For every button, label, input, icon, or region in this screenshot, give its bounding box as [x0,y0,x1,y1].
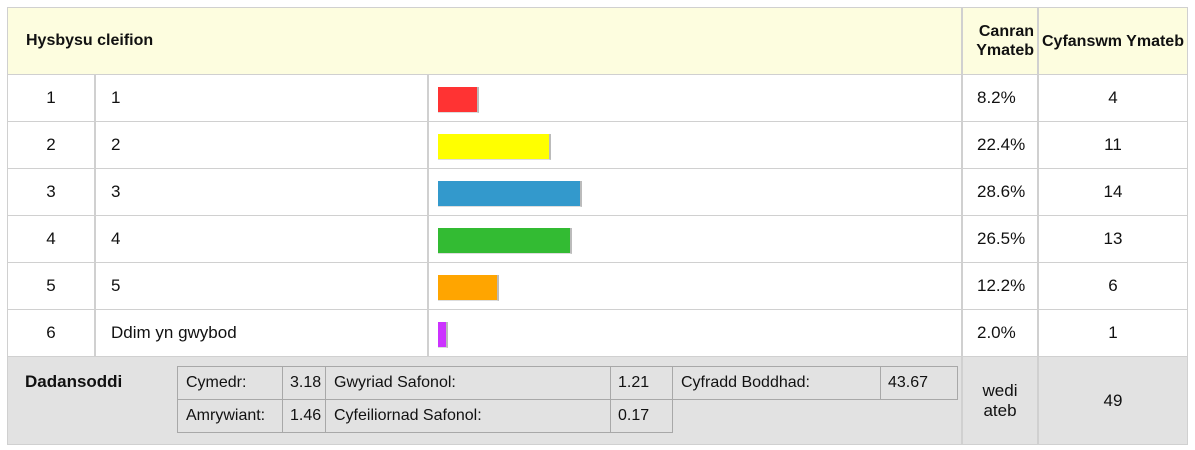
stat-label: Cyfradd Boddhad: [672,366,881,400]
row-percent: 28.6% [962,168,1038,216]
row-index: 3 [7,168,95,216]
row-percent: 26.5% [962,215,1038,263]
bar [438,134,551,160]
bar [438,275,500,301]
stat-value: 1.46 [282,399,326,433]
stat-value: 3.18 [282,366,326,400]
stat-value: 0.17 [610,399,673,433]
row-label: 3 [95,168,428,216]
row-label: Ddim yn gwybod [95,309,428,357]
bar [438,228,572,254]
stat-value: 1.21 [610,366,673,400]
row-count: 6 [1038,262,1188,310]
row-index: 4 [7,215,95,263]
answered: 49 [1038,356,1188,445]
answered-label: wedi ateb [962,356,1038,445]
bar [438,181,583,207]
bar [438,87,480,113]
percent-heading: Canran Ymateb [962,7,1038,75]
summary-bg [7,356,962,445]
row-label: 4 [95,215,428,263]
bar-cell [428,262,962,310]
row-percent: 8.2% [962,74,1038,122]
row-label: 2 [95,121,428,169]
row-count: 11 [1038,121,1188,169]
stat-value: 43.67 [880,366,958,400]
row-count: 1 [1038,309,1188,357]
row-label: 5 [95,262,428,310]
stat-label: Gwyriad Safonol: [325,366,611,400]
row-count: 14 [1038,168,1188,216]
bar-cell [428,309,962,357]
row-percent: 2.0% [962,309,1038,357]
row-count: 13 [1038,215,1188,263]
row-index: 5 [7,262,95,310]
bar-cell [428,74,962,122]
row-percent: 22.4% [962,121,1038,169]
row-percent: 12.2% [962,262,1038,310]
row-index: 1 [7,74,95,122]
summary-title: Dadansoddi [25,372,123,391]
count-heading: Cyfanswm Ymateb [1038,7,1188,75]
stat-label: Cymedr: [177,366,283,400]
row-label: 1 [95,74,428,122]
header-title: Hysbysu cleifion [7,7,962,75]
row-index: 2 [7,121,95,169]
row-index: 6 [7,309,95,357]
bar [438,322,449,348]
row-count: 4 [1038,74,1188,122]
stat-label: Amrywiant: [177,399,283,433]
stat-label: Cyfeiliornad Safonol: [325,399,611,433]
